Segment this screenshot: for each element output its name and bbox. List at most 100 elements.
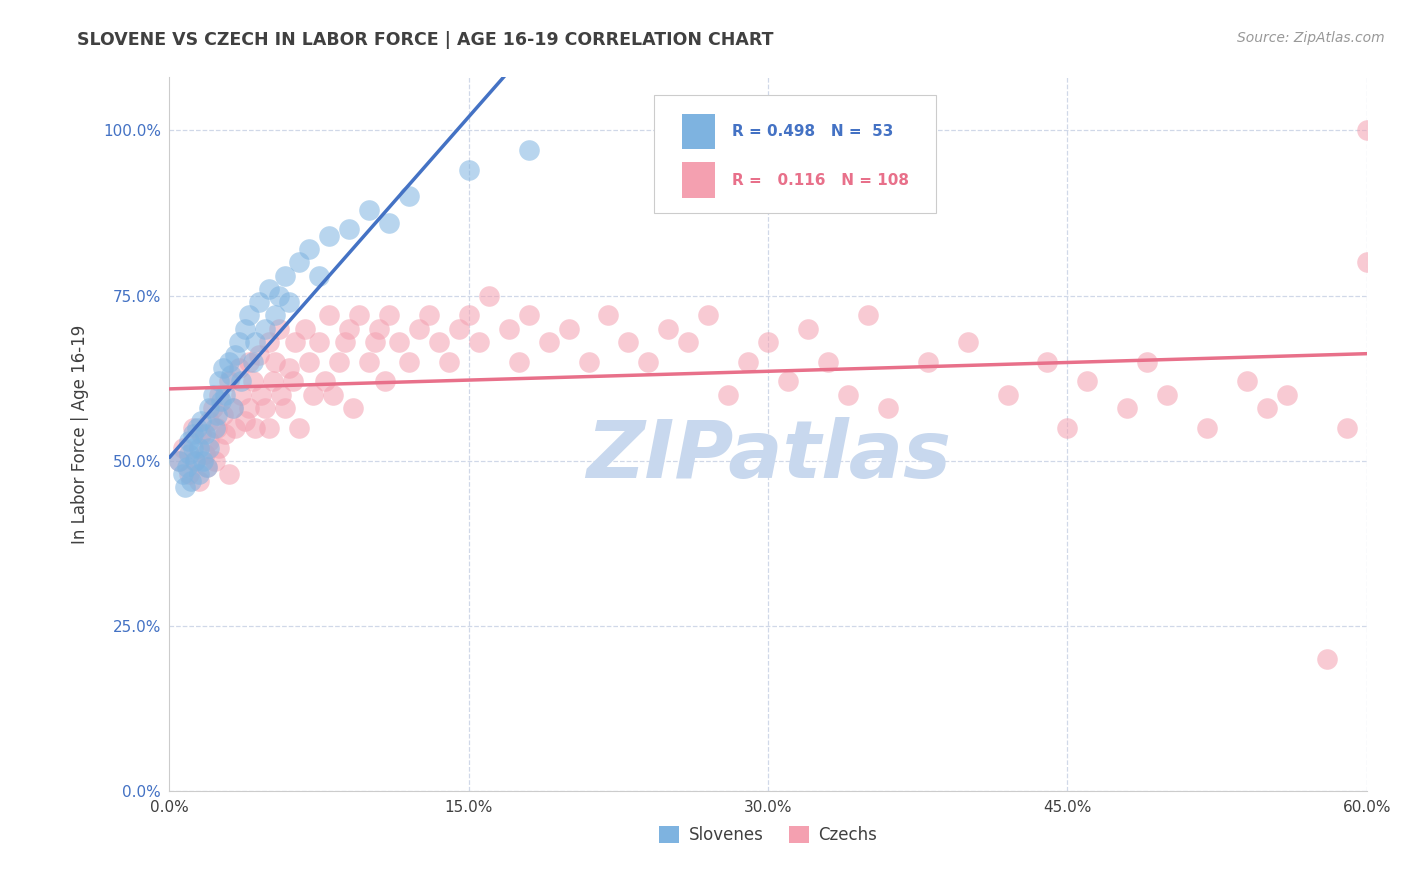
- Point: [637, 354, 659, 368]
- Point: [186, 421, 208, 435]
- Point: [357, 202, 380, 217]
- Point: [194, 427, 217, 442]
- Point: [270, 387, 292, 401]
- Point: [221, 368, 243, 382]
- Point: [207, 408, 229, 422]
- Point: [337, 321, 360, 335]
- Point: [578, 354, 600, 368]
- Point: [278, 295, 301, 310]
- Point: [262, 375, 284, 389]
- Point: [204, 454, 226, 468]
- Point: [1156, 387, 1178, 401]
- Point: [208, 387, 231, 401]
- Point: [208, 375, 231, 389]
- Point: [194, 447, 217, 461]
- Point: [183, 441, 205, 455]
- Point: [254, 401, 277, 415]
- Point: [190, 414, 212, 428]
- Point: [195, 460, 218, 475]
- Text: R = 0.498   N =  53: R = 0.498 N = 53: [733, 124, 894, 139]
- Point: [264, 354, 287, 368]
- Point: [956, 334, 979, 349]
- Point: [1136, 354, 1159, 368]
- Point: [1355, 255, 1378, 269]
- Point: [457, 163, 479, 178]
- Point: [697, 309, 720, 323]
- Point: [337, 222, 360, 236]
- Point: [174, 480, 197, 494]
- Point: [1316, 652, 1339, 666]
- Point: [247, 348, 270, 362]
- Point: [238, 401, 260, 415]
- Point: [1336, 421, 1358, 435]
- Point: [247, 295, 270, 310]
- Point: [257, 421, 280, 435]
- Point: [233, 321, 256, 335]
- Point: [212, 408, 235, 422]
- Point: [195, 460, 218, 475]
- Point: [172, 467, 194, 481]
- Point: [1076, 375, 1098, 389]
- Point: [222, 401, 245, 415]
- Point: [997, 387, 1019, 401]
- Point: [269, 288, 291, 302]
- Point: [308, 334, 330, 349]
- Point: [817, 354, 839, 368]
- Point: [284, 334, 307, 349]
- Point: [537, 334, 560, 349]
- Point: [498, 321, 520, 335]
- Point: [288, 255, 311, 269]
- Point: [179, 434, 201, 448]
- Point: [294, 321, 316, 335]
- Point: [678, 334, 700, 349]
- Point: [447, 321, 470, 335]
- Point: [374, 375, 396, 389]
- Point: [218, 467, 240, 481]
- Point: [224, 348, 246, 362]
- Point: [288, 421, 311, 435]
- Point: [357, 354, 380, 368]
- Point: [1256, 401, 1278, 415]
- Point: [1275, 387, 1298, 401]
- Point: [179, 467, 201, 481]
- Point: [231, 387, 253, 401]
- Point: [408, 321, 430, 335]
- Point: [222, 401, 245, 415]
- Point: [314, 375, 336, 389]
- Point: [1056, 421, 1078, 435]
- Point: [333, 334, 356, 349]
- Legend: Slovenes, Czechs: Slovenes, Czechs: [652, 819, 884, 851]
- Point: [318, 309, 340, 323]
- Point: [214, 387, 236, 401]
- Point: [283, 375, 305, 389]
- Point: [478, 288, 501, 302]
- Point: [1355, 123, 1378, 137]
- Point: [198, 401, 221, 415]
- FancyBboxPatch shape: [654, 95, 936, 213]
- Point: [264, 309, 287, 323]
- Point: [198, 414, 221, 428]
- Point: [322, 387, 344, 401]
- Point: [278, 361, 301, 376]
- Point: [347, 309, 370, 323]
- Point: [184, 454, 207, 468]
- Point: [184, 454, 207, 468]
- Point: [876, 401, 898, 415]
- Point: [245, 421, 267, 435]
- Point: [208, 441, 231, 455]
- Point: [328, 354, 350, 368]
- Text: ZIPatlas: ZIPatlas: [586, 417, 950, 495]
- Point: [508, 354, 530, 368]
- Point: [245, 334, 267, 349]
- Point: [437, 354, 460, 368]
- Point: [214, 427, 236, 442]
- Point: [318, 229, 340, 244]
- Point: [224, 421, 246, 435]
- Point: [269, 321, 291, 335]
- Point: [238, 309, 260, 323]
- Point: [183, 427, 205, 442]
- Point: [169, 454, 191, 468]
- Point: [257, 334, 280, 349]
- Point: [274, 401, 297, 415]
- Point: [756, 334, 779, 349]
